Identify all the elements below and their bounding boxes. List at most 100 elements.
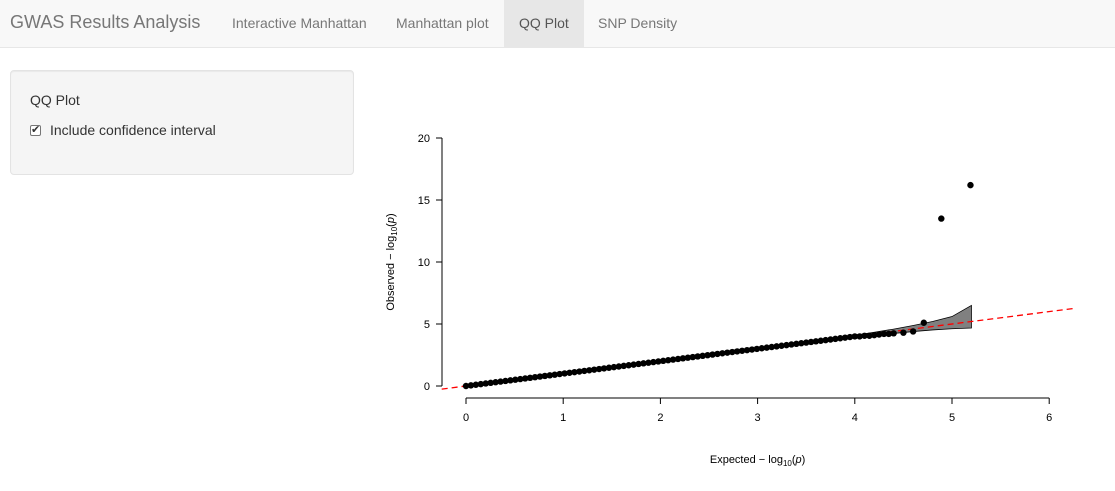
data-point: [763, 344, 770, 351]
data-point: [827, 336, 834, 343]
data-point: [920, 319, 928, 326]
tab-snp-density[interactable]: SNP Density: [598, 15, 678, 31]
data-point: [871, 331, 878, 339]
data-point: [788, 341, 795, 348]
data-point: [714, 350, 721, 358]
data-point: [600, 365, 608, 372]
data-point: [758, 345, 766, 352]
data-point: [738, 347, 746, 354]
data-point: [674, 355, 682, 363]
data-point: [783, 341, 790, 349]
data-point: [832, 335, 839, 343]
data-point: [576, 368, 583, 375]
x-tick-label: 2: [657, 412, 663, 424]
data-point: [610, 363, 618, 371]
data-point: [719, 350, 726, 357]
data-point: [497, 378, 504, 385]
data-point: [556, 370, 563, 378]
confidence-interval-label: Include confidence interval: [50, 122, 216, 138]
y-tick-label: 15: [418, 195, 430, 207]
tab-manhattan-plot[interactable]: Manhattan plot: [396, 15, 489, 31]
data-point: [517, 375, 524, 383]
x-tick-label: 5: [949, 412, 955, 424]
data-point: [729, 348, 736, 356]
data-point: [590, 366, 598, 373]
data-point: [866, 332, 873, 339]
data-point: [502, 377, 509, 385]
data-point: [625, 362, 632, 369]
data-point: [689, 353, 696, 361]
confidence-interval-checkbox[interactable]: ✔: [30, 124, 41, 136]
x-tick-label: 0: [463, 412, 469, 424]
data-point: [586, 367, 593, 374]
data-point: [512, 376, 519, 383]
data-point: [694, 353, 701, 360]
data-point: [482, 380, 489, 387]
data-point: [773, 343, 780, 350]
data-point: [709, 351, 716, 358]
data-point: [798, 340, 805, 347]
data-point: [526, 374, 534, 382]
data-point: [551, 371, 558, 378]
tab-interactive-manhattan[interactable]: Interactive Manhattan: [232, 15, 367, 31]
x-tick-label: 6: [1046, 412, 1052, 424]
data-point: [640, 360, 647, 367]
data-point: [467, 382, 475, 389]
y-tick-label: 20: [418, 133, 430, 145]
data-point: [812, 338, 820, 345]
y-tick-label: 10: [418, 257, 430, 269]
data-point: [817, 337, 824, 344]
data-point: [699, 352, 706, 360]
data-point: [669, 356, 677, 363]
x-tick-label: 4: [852, 412, 858, 424]
data-point: [561, 370, 568, 377]
data-point: [733, 348, 741, 355]
data-point: [660, 357, 667, 365]
data-point: [684, 354, 692, 361]
data-point: [507, 377, 514, 384]
data-point: [807, 338, 815, 346]
data-point: [605, 364, 613, 371]
y-axis-title: Observed − log10(p): [385, 213, 399, 310]
tab-qq-plot[interactable]: QQ Plot: [504, 0, 584, 47]
data-point: [546, 372, 554, 379]
data-point: [938, 215, 945, 222]
app-brand[interactable]: GWAS Results Analysis: [10, 12, 201, 32]
data-point: [541, 372, 549, 380]
data-point: [900, 329, 907, 336]
data-point: [768, 343, 775, 351]
data-point: [521, 375, 529, 382]
data-point: [664, 357, 672, 364]
data-point: [615, 363, 623, 370]
data-point: [566, 369, 573, 376]
data-point: [630, 361, 637, 368]
qq-plot: 0 1 2 3 4 5 6 0 5 10 15 20 Expected − log10(p) Observ…: [385, 133, 1074, 468]
reference-line: [441, 307, 1074, 390]
x-axis-title: Expected − log10(p): [710, 454, 805, 468]
data-point: [595, 365, 603, 373]
data-point: [753, 345, 761, 353]
data-point: [793, 340, 800, 348]
data-point: [846, 333, 854, 341]
x-tick-label: 1: [560, 412, 566, 424]
data-point: [679, 355, 687, 362]
x-tick-label: 3: [755, 412, 761, 424]
y-tick-label: 0: [424, 381, 430, 393]
sidebar-panel: QQ Plot ✔ Include confidence interval: [10, 70, 354, 175]
data-point: [890, 330, 897, 337]
data-point: [655, 358, 662, 365]
data-point: [885, 330, 893, 338]
data-point: [743, 346, 751, 354]
data-point: [462, 382, 470, 390]
data-point: [635, 360, 642, 368]
data-point: [748, 346, 756, 353]
data-point: [571, 368, 578, 376]
data-point: [487, 379, 494, 387]
data-point: [704, 351, 711, 359]
data-point: [822, 336, 829, 344]
data-point: [909, 328, 917, 335]
data-point: [724, 349, 731, 356]
sidebar-title: QQ Plot: [30, 92, 80, 108]
data-point: [778, 342, 785, 349]
confidence-interval-option[interactable]: ✔ Include confidence interval: [30, 122, 216, 138]
